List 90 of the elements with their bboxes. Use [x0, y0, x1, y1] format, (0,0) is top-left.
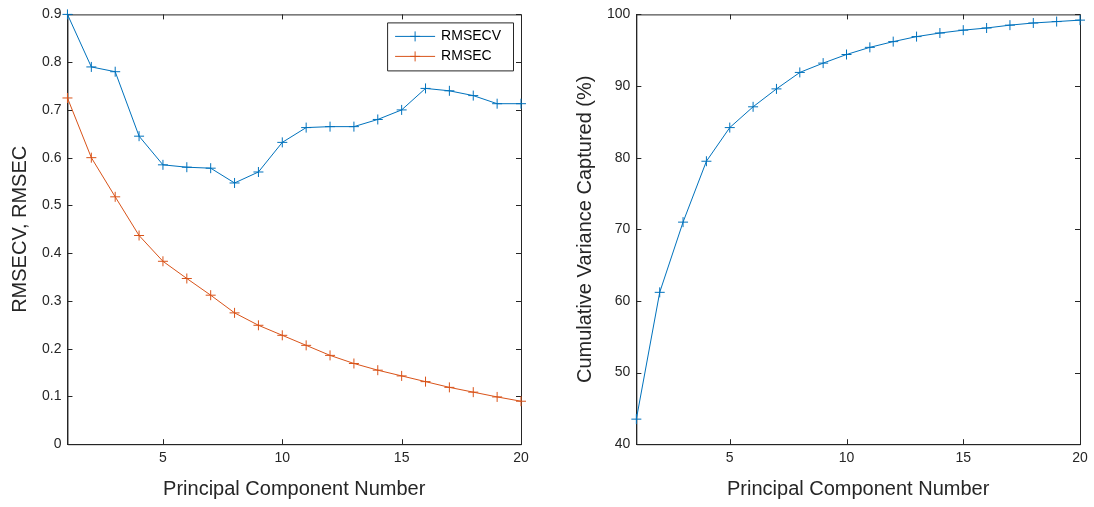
- point: [133, 130, 145, 142]
- point: [229, 307, 241, 319]
- x-tick-label: 5: [725, 449, 734, 466]
- point: [1074, 14, 1086, 26]
- point: [700, 155, 712, 167]
- point: [1004, 19, 1016, 31]
- point: [324, 349, 336, 361]
- point: [300, 339, 312, 351]
- point: [181, 161, 193, 173]
- x-tick-label: 15: [393, 449, 410, 466]
- point: [109, 66, 121, 78]
- point: [157, 159, 169, 171]
- y-tick-label: 0.6: [41, 148, 62, 165]
- point: [911, 31, 923, 43]
- x-axis-title: Principal Component Number: [727, 476, 990, 499]
- point: [300, 122, 312, 134]
- x-tick-label: 5: [159, 449, 168, 466]
- x-axis-title: Principal Component Number: [163, 476, 426, 499]
- point: [348, 121, 360, 133]
- point: [85, 152, 97, 164]
- point: [1051, 16, 1063, 28]
- point: [864, 41, 876, 53]
- point: [252, 319, 264, 331]
- y-tick-label: 0.8: [41, 53, 62, 70]
- point: [61, 8, 73, 20]
- point: [467, 386, 479, 398]
- y-tick-label: 70: [614, 220, 631, 237]
- point: [747, 101, 759, 113]
- x-tick-label: 10: [274, 449, 291, 466]
- y-tick-label: 0.3: [41, 291, 62, 308]
- point: [276, 329, 288, 341]
- point: [934, 27, 946, 39]
- point: [491, 391, 503, 403]
- point: [1027, 17, 1039, 29]
- x-tick-label: 15: [955, 449, 972, 466]
- point: [770, 83, 782, 95]
- point: [515, 395, 527, 407]
- point: [491, 98, 503, 110]
- point: [85, 61, 97, 73]
- y-axis-title: RMSECV, RMSEC: [7, 145, 30, 313]
- point: [157, 255, 169, 267]
- point: [205, 162, 217, 174]
- point: [794, 66, 806, 78]
- y-tick-label: 40: [614, 435, 631, 452]
- y-tick-label: 0.7: [41, 100, 62, 117]
- point: [324, 121, 336, 133]
- point: [61, 92, 73, 104]
- point: [276, 136, 288, 148]
- point: [981, 22, 993, 34]
- point: [443, 85, 455, 97]
- point: [443, 381, 455, 393]
- y-tick-label: 0.1: [41, 387, 62, 404]
- point: [109, 191, 121, 203]
- y-tick-label: 90: [614, 76, 631, 93]
- point: [420, 82, 432, 94]
- point: [396, 104, 408, 116]
- x-tick-label: 20: [1072, 449, 1088, 466]
- point: [467, 90, 479, 102]
- y-tick-label: 0.2: [41, 339, 62, 356]
- y-tick-label: 50: [614, 363, 631, 380]
- y-axis-title: Cumulative Variance Captured (%): [572, 75, 595, 384]
- point: [229, 177, 241, 189]
- point: [630, 413, 642, 425]
- point: [957, 24, 969, 36]
- point: [133, 230, 145, 242]
- point: [372, 113, 384, 125]
- point: [372, 364, 384, 376]
- point: [181, 272, 193, 284]
- point: [677, 216, 689, 228]
- y-tick-label: 0.4: [41, 244, 62, 261]
- point: [515, 98, 527, 110]
- point: [420, 376, 432, 388]
- y-tick-label: 0.9: [41, 5, 62, 22]
- y-tick-label: 0.5: [41, 196, 62, 213]
- y-tick-label: 80: [614, 148, 631, 165]
- y-tick-label: 60: [614, 291, 631, 308]
- y-tick-label: 100: [607, 5, 631, 22]
- point: [348, 357, 360, 369]
- point: [887, 36, 899, 48]
- x-tick-label: 20: [513, 449, 529, 466]
- x-tick-label: 10: [838, 449, 855, 466]
- point: [817, 57, 829, 69]
- legend-label: RMSECV: [441, 27, 502, 44]
- point: [252, 166, 264, 178]
- point: [724, 122, 736, 134]
- legend-label: RMSEC: [441, 47, 492, 64]
- point: [654, 286, 666, 298]
- y-tick-label: 0: [53, 435, 62, 452]
- point: [396, 370, 408, 382]
- point: [205, 289, 217, 301]
